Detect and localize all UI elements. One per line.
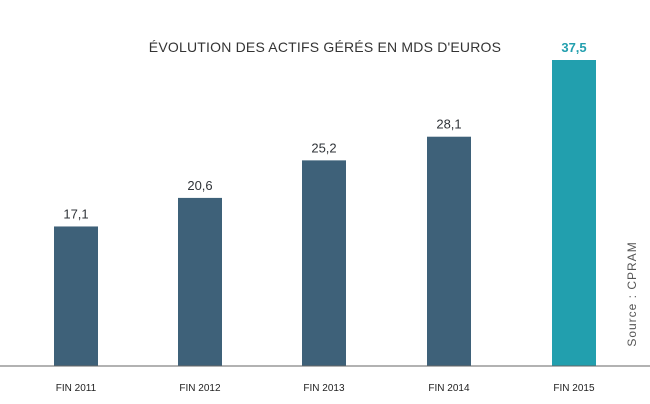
x-tick-label: FIN 2012	[179, 383, 221, 394]
bar-fin-2011	[54, 226, 98, 366]
x-tick-label: FIN 2015	[553, 383, 595, 394]
bar-fin-2015	[552, 60, 596, 366]
x-tick-label: FIN 2011	[56, 383, 97, 394]
bar-fin-2013	[302, 160, 346, 366]
source-label: Source : CPRAM	[625, 241, 639, 346]
chart-title: ÉVOLUTION DES ACTIFS GÉRÉS EN MDS D'EURO…	[149, 39, 501, 55]
x-tick-label: FIN 2013	[303, 383, 345, 394]
value-label: 20,6	[187, 178, 212, 193]
bar-fin-2014	[427, 136, 471, 366]
value-labels-group: 17,1 20,6 25,2 28,1 37,5	[63, 40, 586, 221]
value-label: 25,2	[311, 140, 336, 155]
value-label: 17,1	[63, 206, 88, 221]
value-label: 28,1	[436, 117, 461, 132]
bars-group	[54, 60, 596, 366]
value-label: 37,5	[561, 40, 586, 55]
x-tick-labels-group: FIN 2011 FIN 2012 FIN 2013 FIN 2014 FIN 2015	[56, 383, 595, 394]
bar-fin-2012	[178, 197, 222, 366]
x-tick-label: FIN 2014	[428, 383, 470, 394]
